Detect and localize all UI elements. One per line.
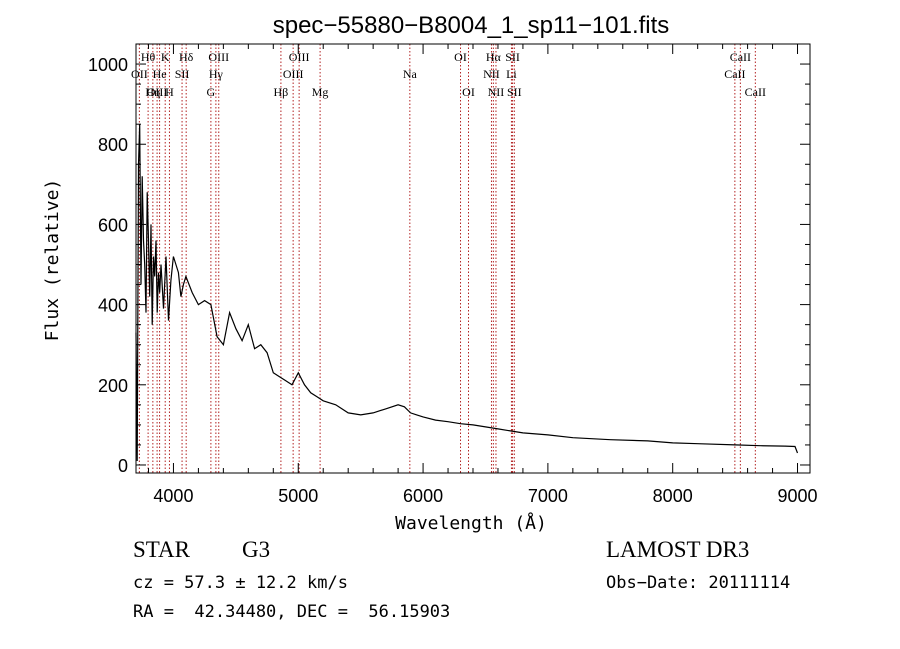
line-label-10: Hγ — [209, 67, 224, 81]
line-label-27: CaII — [745, 85, 766, 99]
line-label-23: Li — [506, 67, 517, 81]
x-tick-label-2: 6000 — [403, 486, 443, 506]
x-tick-label-1: 5000 — [278, 486, 318, 506]
line-label-19: Hα — [486, 50, 502, 64]
x-tick-label-4: 8000 — [653, 486, 693, 506]
x-tick-label-0: 4000 — [153, 486, 193, 506]
x-tick-label-3: 7000 — [528, 486, 568, 506]
line-label-7: SII — [175, 67, 190, 81]
x-tick-label-5: 9000 — [777, 486, 817, 506]
object-subclass-label: G3 — [242, 537, 271, 562]
y-tick-label-4: 800 — [98, 135, 128, 155]
line-label-1: OII — [131, 67, 148, 81]
line-label-0: Hθ — [141, 50, 156, 64]
y-tick-label-5: 1000 — [88, 55, 128, 75]
line-label-15: Mg — [312, 85, 329, 99]
line-label-24: SII — [507, 85, 522, 99]
line-label-5: K — [161, 50, 170, 64]
line-label-16: Na — [403, 67, 418, 81]
y-tick-label-3: 600 — [98, 215, 128, 235]
spectral-line-markers — [138, 44, 756, 473]
y-axis-label: Flux (relative) — [42, 179, 63, 342]
x-axis-label: Wavelength (Å) — [395, 512, 547, 534]
spectrum-flux-line — [135, 124, 799, 462]
coordinates-label: RA = 42.34480, DEC = 56.15903 — [133, 602, 451, 622]
line-label-9: OIII — [208, 50, 229, 64]
line-label-14: OIII — [283, 67, 304, 81]
line-label-3: He — [153, 67, 167, 81]
line-label-13: OIII — [289, 50, 310, 64]
line-label-6: H — [165, 85, 174, 99]
line-label-22: SII — [505, 50, 520, 64]
line-label-18: OI — [462, 85, 475, 99]
line-label-25: CaII — [730, 50, 751, 64]
line-label-17: OI — [454, 50, 467, 64]
survey-label: LAMOST DR3 — [606, 537, 750, 562]
line-label-8: Hδ — [179, 50, 194, 64]
line-label-2: OIII — [147, 85, 168, 99]
y-axis-ticks: 0 200 400 600 800 1000 — [88, 55, 810, 476]
y-tick-label-1: 200 — [98, 376, 128, 396]
observation-date-label: Obs−Date: 20111114 — [606, 573, 791, 593]
chart-title: spec−55880−B8004_1_sp11−101.fits — [273, 12, 670, 39]
object-class-label: STAR — [133, 537, 190, 562]
redshift-velocity-label: cz = 57.3 ± 12.2 km/s — [133, 573, 348, 593]
line-label-4: Hη — [145, 85, 160, 99]
plot-frame — [135, 43, 811, 474]
line-label-20: NII — [483, 67, 500, 81]
line-label-12: Hβ — [274, 85, 289, 99]
y-tick-label-0: 0 — [118, 456, 128, 476]
line-label-21: NII — [488, 85, 505, 99]
y-tick-label-2: 400 — [98, 296, 128, 316]
line-label-11: G — [207, 85, 216, 99]
line-label-26: CaII — [724, 67, 745, 81]
x-axis-ticks: 4000 5000 6000 7000 8000 9000 — [147, 44, 818, 506]
